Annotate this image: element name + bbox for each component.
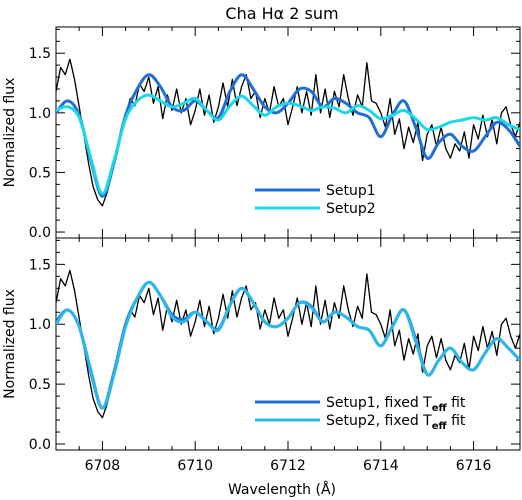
observed-spectrum-line bbox=[56, 269, 520, 419]
y-axis-label: Normalized flux bbox=[2, 289, 18, 399]
y-tick-label: 1.0 bbox=[29, 317, 51, 333]
fit-line-1 bbox=[56, 280, 520, 410]
y-tick-label: 0.5 bbox=[29, 377, 51, 393]
fit-line-2 bbox=[56, 93, 520, 196]
y-tick-label: 0.5 bbox=[29, 165, 51, 181]
y-tick-label: 0.0 bbox=[29, 225, 51, 241]
x-tick-label: 6714 bbox=[363, 458, 399, 474]
fit-line-2 bbox=[56, 280, 520, 410]
bottom-panel: 0.0 0.5 1.0 1.5 6708 6710 6712 6714 6716 Normaliz… bbox=[2, 237, 521, 474]
fit-line-1 bbox=[56, 73, 520, 198]
y-tick-label: 1.0 bbox=[29, 106, 51, 122]
y-tick-label: 0.0 bbox=[29, 437, 51, 453]
x-tick-label: 6710 bbox=[177, 458, 213, 474]
y-tick-label: 1.5 bbox=[29, 257, 51, 273]
y-axis-label: Normalized flux bbox=[2, 78, 18, 188]
observed-spectrum-line bbox=[56, 58, 520, 207]
y-tick-label: 1.5 bbox=[29, 46, 51, 62]
x-axis-label: Wavelength (Å) bbox=[228, 481, 336, 498]
x-tick-label: 6716 bbox=[456, 458, 492, 474]
plot-frame bbox=[55, 26, 521, 239]
x-tick-label: 6712 bbox=[270, 458, 306, 474]
legend-label: Setup2, fixed Teff fit bbox=[326, 413, 466, 432]
top-panel: 0.0 0.5 1.0 1.5 Normalized flux Setup1 Setup2 bbox=[2, 26, 521, 241]
legend-label: Setup2 bbox=[326, 201, 376, 217]
x-tick-label: 6708 bbox=[85, 458, 121, 474]
chart-title: Cha Hα 2 sum bbox=[225, 4, 338, 23]
legend-label: Setup1 bbox=[326, 183, 376, 199]
legend-label: Setup1, fixed Teff fit bbox=[326, 395, 466, 414]
